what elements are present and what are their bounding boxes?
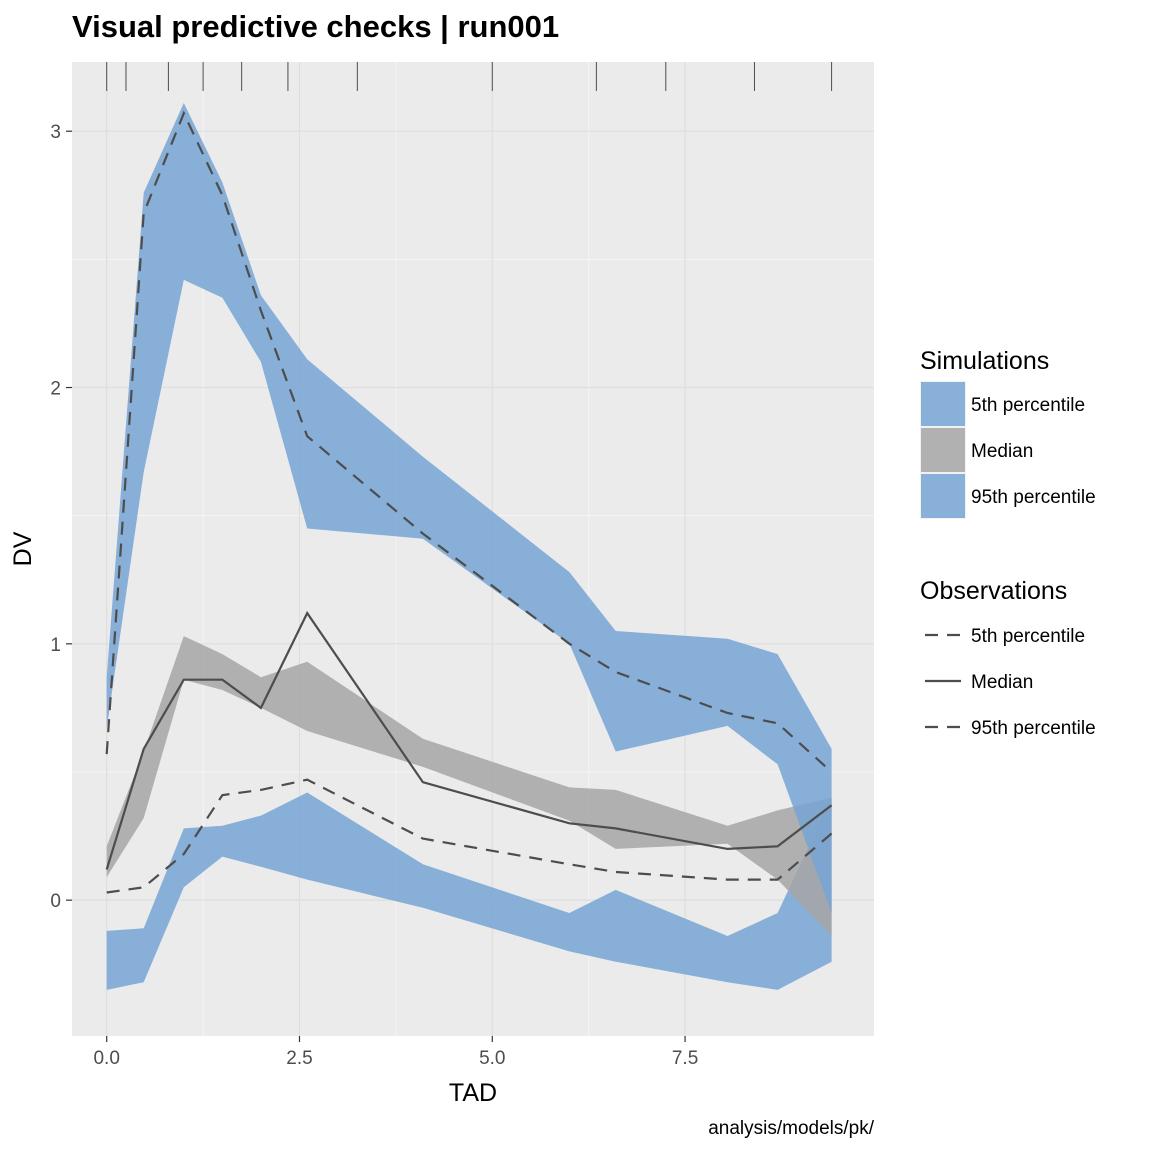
y-tick-label: 0: [50, 891, 61, 912]
legend-sim-label: 5th percentile: [971, 395, 1085, 416]
obs-line-p05: [106, 778, 833, 894]
x-tick-label: 7.5: [672, 1048, 698, 1069]
legend-sim-label: Median: [971, 441, 1033, 462]
legend-observations-items: 5th percentile Median 95th percentile: [920, 612, 1096, 750]
chart-title: Visual predictive checks | run001: [72, 9, 559, 44]
legend-obs-label: 5th percentile: [971, 626, 1085, 647]
observation-lines: [105, 110, 833, 894]
legend-swatch: [921, 428, 965, 472]
sim-band-median: [106, 636, 832, 936]
obs-line-median: [105, 610, 833, 870]
x-axis-title: TAD: [449, 1079, 497, 1107]
legend-swatch: [921, 474, 965, 518]
y-tick-label: 2: [50, 379, 61, 400]
y-axis-title: DV: [9, 531, 37, 566]
y-axis-ticks: 0 1 2 3: [50, 122, 72, 912]
legend-simulations-items: 5th percentile Median 95th percentile: [920, 381, 1096, 519]
legend-title-simulations: Simulations: [920, 347, 1049, 375]
x-tick-label: 2.5: [286, 1048, 312, 1069]
legend-title-observations: Observations: [920, 577, 1067, 605]
sim-band-p95: [106, 103, 832, 913]
legend: Simulations 5th percentile Median 95th per…: [920, 347, 1096, 750]
y-tick-label: 1: [50, 635, 61, 656]
x-axis-ticks: 0.0 2.5 5.0 7.5: [93, 1036, 698, 1069]
y-tick-label: 3: [50, 122, 61, 143]
sim-band-p05: [106, 792, 832, 990]
simulation-bands: [106, 103, 832, 990]
x-tick-label: 5.0: [479, 1048, 505, 1069]
legend-obs-label: 95th percentile: [971, 718, 1096, 739]
legend-sim-label: 95th percentile: [971, 487, 1096, 508]
x-tick-label: 0.0: [93, 1048, 119, 1069]
chart-caption: analysis/models/pk/: [708, 1118, 875, 1139]
legend-obs-label: Median: [971, 672, 1033, 693]
legend-swatch: [921, 382, 965, 426]
x-rug: [106, 62, 833, 91]
